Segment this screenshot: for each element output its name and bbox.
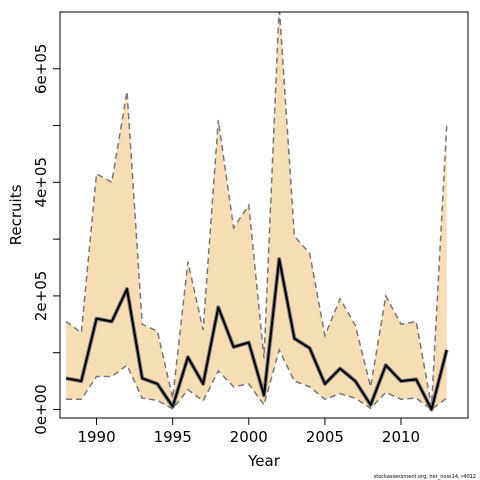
x-tick-label: 2000 xyxy=(230,428,268,446)
y-tick-label: 2e+05 xyxy=(32,271,50,321)
lower-interval-line xyxy=(66,347,448,411)
estimate-line xyxy=(65,258,448,411)
y-tick-label: 0e+00 xyxy=(32,384,50,434)
series-line-layer xyxy=(65,12,449,412)
x-tick-label: 2005 xyxy=(306,428,344,446)
x-tick-label: 2010 xyxy=(382,428,420,446)
x-tick-label: 1995 xyxy=(154,428,192,446)
x-axis-title: Year xyxy=(247,452,281,470)
x-axis: 1990 1995 2000 2005 2010 xyxy=(77,418,420,446)
x-tick-label: 1990 xyxy=(77,428,115,446)
footnote: stockassessment.org, her_noss14, r4012 xyxy=(374,474,476,480)
confidence-band xyxy=(66,12,447,410)
y-axis: 0e+00 2e+05 4e+05 6e+05 xyxy=(32,44,60,435)
plot-frame xyxy=(59,11,469,419)
confidence-band-layer xyxy=(66,12,447,410)
y-tick-label: 4e+05 xyxy=(32,157,50,207)
y-axis-title: Recruits xyxy=(7,184,25,245)
upper-interval-line xyxy=(65,12,448,407)
y-tick-label: 6e+05 xyxy=(32,44,50,94)
